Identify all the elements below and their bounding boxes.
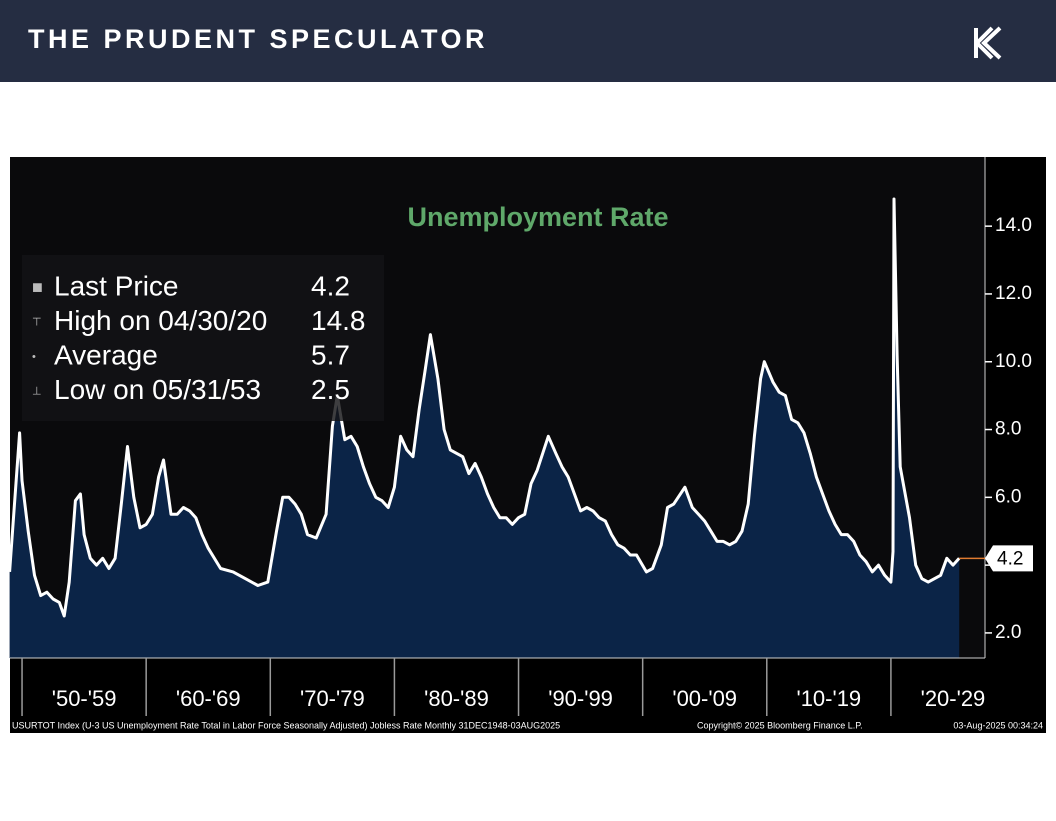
legend-icon: ■ (32, 277, 43, 297)
footer-timestamp: 03-Aug-2025 00:34:24 (953, 720, 1043, 730)
x-tick-label: '10-'19 (797, 686, 862, 711)
y-tick-label: 6.0 (995, 486, 1021, 507)
brand-logo (974, 26, 1002, 60)
x-tick-label: '20-'29 (921, 686, 986, 711)
legend-label: Average (54, 339, 158, 370)
legend-value: 2.5 (311, 374, 350, 405)
last-price-label: 4.2 (997, 548, 1023, 569)
legend-label: Last Price (54, 270, 179, 301)
x-tick-label: '60-'69 (176, 686, 241, 711)
plot (8, 197, 961, 658)
x-tick-label: '50-'59 (52, 686, 117, 711)
legend-label: Low on 05/31/53 (54, 374, 261, 405)
legend-icon: ⊥ (32, 385, 42, 397)
y-tick-label: 14.0 (995, 215, 1032, 236)
legend-value: 4.2 (311, 270, 350, 301)
header-bar (0, 0, 1056, 82)
y-tick-label: 10.0 (995, 351, 1032, 372)
legend-icon: • (32, 351, 36, 363)
x-tick-label: '80-'89 (424, 686, 489, 711)
legend-label: High on 04/30/20 (54, 305, 267, 336)
x-tick-label: '70-'79 (300, 686, 365, 711)
y-tick-label: 12.0 (995, 283, 1032, 304)
legend-value: 5.7 (311, 339, 350, 370)
x-tick-label: '90-'99 (548, 686, 613, 711)
last-price-tag (985, 545, 1033, 572)
x-tick-label: '00-'09 (672, 686, 737, 711)
area-fill (9, 199, 960, 658)
line (8, 197, 961, 618)
legend-icon: ⊤ (32, 316, 42, 328)
legend-value: 14.8 (311, 305, 366, 336)
footer-source: USURTOT Index (U-3 US Unemployment Rate … (12, 720, 560, 730)
legend-box (22, 255, 384, 421)
y-tick-label: 2.0 (995, 622, 1021, 643)
y-tick-label: 8.0 (995, 419, 1021, 440)
footer-copyright: Copyright© 2025 Bloomberg Finance L.P. (697, 720, 863, 730)
brand-title: THE PRUDENT SPECULATOR (28, 24, 488, 54)
chart-title: Unemployment Rate (407, 202, 668, 232)
